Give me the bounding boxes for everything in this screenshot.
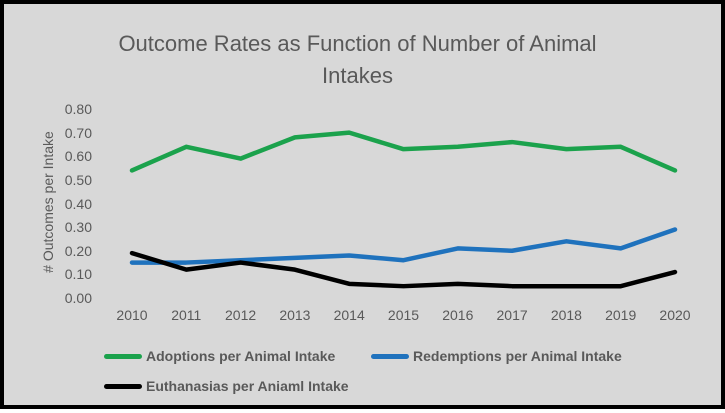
legend-item-adoptions: Adoptions per Animal Intake [104,348,335,364]
y-tick-label: 0.00 [64,290,92,306]
legend-label-euthanasias: Euthanasias per Aniaml Intake [146,378,349,394]
y-tick-label: 0.10 [64,266,92,283]
x-tick-label: 2016 [442,307,474,323]
series-line-0 [129,130,678,173]
y-tick-label: 0.50 [64,171,92,188]
y-tick-label: 0.20 [64,242,92,259]
x-tick-label: 2010 [116,307,148,323]
chart-title: Outcome Rates as Function of Number of A… [4,28,711,92]
x-tick-label: 2018 [550,307,582,323]
x-tick-label: 2015 [387,307,420,323]
x-tick-label: 2012 [225,307,257,323]
chart-title-line-2: Intakes [322,63,393,88]
x-tick-label: 2020 [659,307,691,323]
legend-item-redemptions: Redemptions per Animal Intake [371,348,622,364]
y-tick-label: 0.60 [64,148,92,165]
legend-item-euthanasias: Euthanasias per Aniaml Intake [104,378,349,394]
series-line-1 [129,227,678,265]
x-tick-label: 2011 [171,307,202,323]
redemptions-line-swatch [371,353,409,359]
y-tick-label: 0.80 [64,101,92,117]
y-tick-label: 0.40 [64,195,92,212]
euthanasias-line-swatch [104,383,142,389]
x-tick-label: 2014 [333,307,365,323]
adoptions-line-swatch [104,353,142,359]
x-tick-label: 2019 [605,307,637,323]
legend-label-adoptions: Adoptions per Animal Intake [146,348,336,364]
y-tick-label: 0.70 [64,124,92,141]
legend-label-redemptions: Redemptions per Animal Intake [413,348,622,364]
y-tick-label: 0.30 [64,219,92,236]
x-tick-label: 2013 [279,307,311,323]
series-line-2 [129,250,678,289]
chart-title-line-1: Outcome Rates as Function of Number of A… [118,31,597,56]
x-tick-label: 2017 [496,307,528,323]
